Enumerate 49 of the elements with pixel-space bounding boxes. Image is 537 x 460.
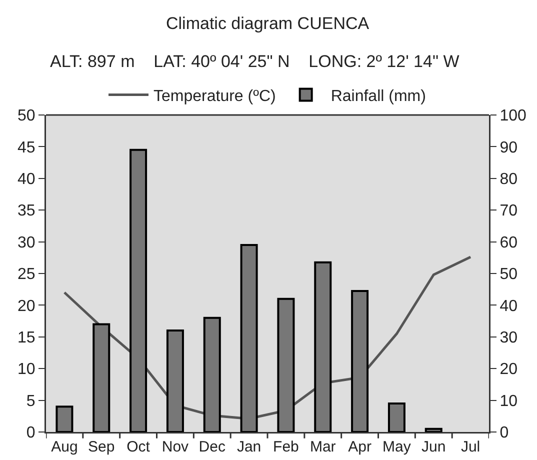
y-tick-label: 10 <box>18 361 36 378</box>
bar <box>203 316 221 432</box>
x-tick-label: Aug <box>51 438 78 456</box>
x-tick-label: Apr <box>348 438 372 456</box>
x-tick-label: May <box>382 438 412 456</box>
y-tick-label: 50 <box>18 108 36 125</box>
x-tick-label: Mar <box>310 438 336 456</box>
y2-tick-label: 70 <box>500 202 518 220</box>
y-tick-label: 30 <box>18 234 36 252</box>
bar <box>277 298 295 432</box>
chart-title: Climatic diagram CUENCA <box>166 14 370 33</box>
x-tick-label: Oct <box>126 438 151 456</box>
bar <box>351 290 369 432</box>
y2-tick-label: 80 <box>500 171 518 188</box>
bar <box>92 323 110 432</box>
y-tick-label: 40 <box>18 171 36 188</box>
y-tick-label: 15 <box>18 330 36 346</box>
x-tick-label: Jun <box>422 438 446 456</box>
y-tick-label: 0 <box>26 424 36 442</box>
y2-tick-label: 10 <box>500 392 518 410</box>
y2-tick-label: 30 <box>500 330 518 346</box>
x-tick-label: Dec <box>198 438 226 456</box>
legend-label: Rainfall (mm) <box>330 88 426 105</box>
bar <box>130 148 148 432</box>
y2-tick-label: 40 <box>500 298 518 315</box>
bar <box>240 244 258 432</box>
bar <box>314 261 332 432</box>
y2-tick-label: 0 <box>500 424 509 442</box>
x-tick-label: Feb <box>273 438 299 456</box>
x-tick-label: Sep <box>88 438 115 456</box>
bar <box>166 330 184 432</box>
x-tick-label: Jan <box>236 438 262 456</box>
y2-tick-label: 20 <box>500 361 518 378</box>
y-tick-label: 5 <box>26 392 36 410</box>
y-tick-label: 20 <box>18 298 36 315</box>
bar <box>56 406 74 432</box>
legend-label: Temperature (ºC) <box>154 88 276 105</box>
bar <box>424 428 442 432</box>
y2-tick-label: 50 <box>500 266 518 284</box>
y2-tick-label: 60 <box>500 234 518 252</box>
y2-tick-label: 90 <box>500 139 518 156</box>
x-tick-label: Jul <box>460 438 480 456</box>
y-tick-label: 45 <box>18 139 36 156</box>
y2-tick-label: 100 <box>500 108 526 125</box>
y-tick-label: 35 <box>18 202 36 220</box>
x-tick-label: Nov <box>162 438 190 456</box>
chart-subtitle: ALT: 897 m LAT: 40º 04' 25" N LONG: 2º 12' 14" W <box>50 52 460 71</box>
y-tick-label: 25 <box>18 266 36 284</box>
bar <box>388 402 406 432</box>
